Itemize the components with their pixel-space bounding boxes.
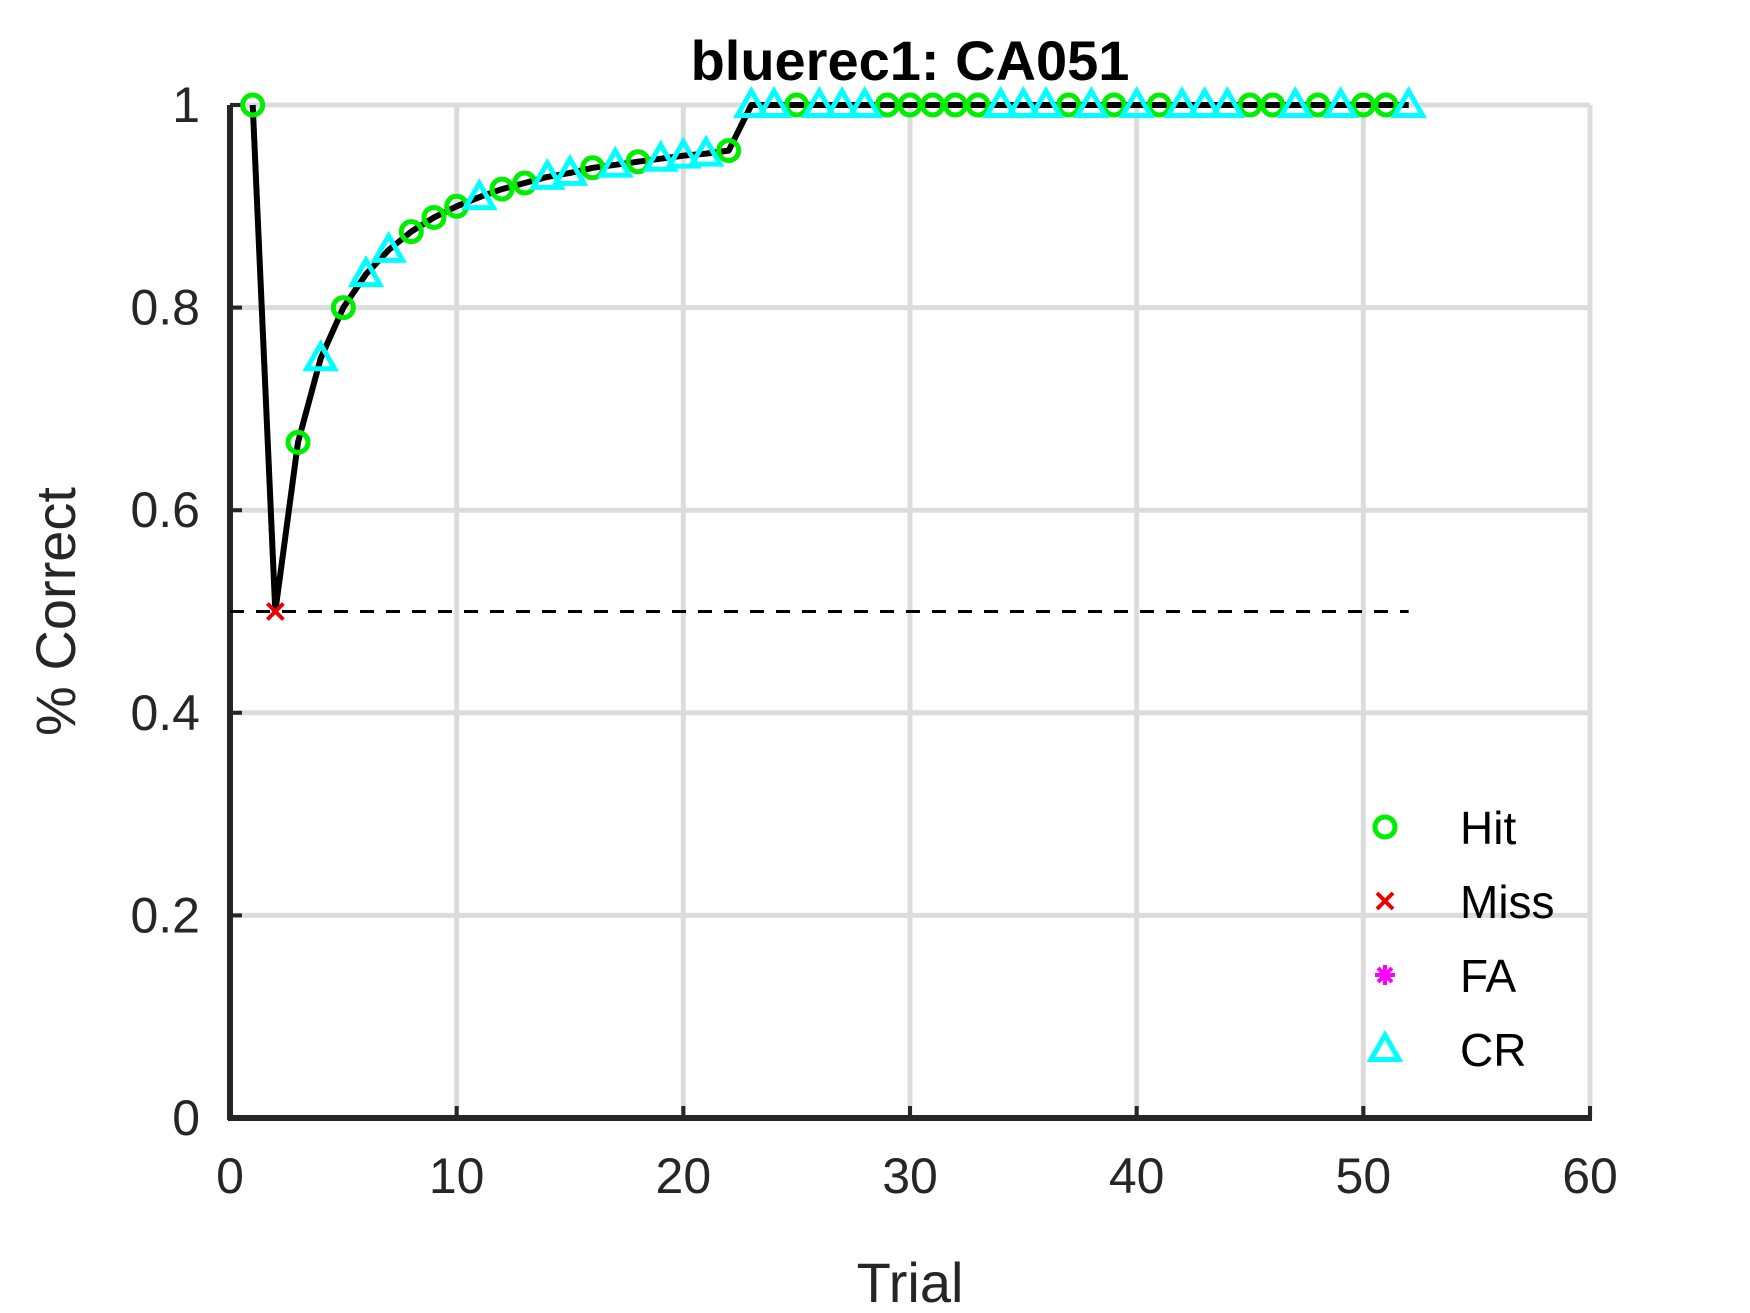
- cr-marker: [551, 153, 589, 186]
- hit-marker: [920, 92, 946, 118]
- x-tick-label: 50: [1336, 1148, 1392, 1204]
- x-tick-label: 20: [656, 1148, 712, 1204]
- tick-labels: 0 10 20 30 40 50 60 0 0.2 0.4 0.6 0.8 1: [130, 77, 1617, 1204]
- hit-marker: [1146, 92, 1172, 118]
- cr-marker: [1118, 85, 1155, 118]
- chart-title: bluerec1: CA051: [691, 29, 1130, 92]
- cr-marker: [1005, 85, 1042, 118]
- hit-marker: [285, 429, 311, 455]
- hit-marker: [580, 155, 606, 181]
- hit-marker: [240, 92, 266, 118]
- y-tick-label: 0.6: [130, 482, 200, 538]
- hit-marker: [1305, 92, 1331, 118]
- cr-marker: [687, 134, 725, 167]
- trial-markers: [240, 85, 1427, 621]
- performance-curve: [249, 102, 1409, 615]
- legend-fa-marker: [1375, 965, 1395, 985]
- cr-marker: [370, 230, 407, 263]
- hit-marker: [398, 219, 424, 245]
- x-tick-label: 40: [1109, 1148, 1165, 1204]
- legend-label: Hit: [1460, 802, 1516, 854]
- x-tick-label: 10: [429, 1148, 485, 1204]
- hit-marker: [1260, 92, 1286, 118]
- hit-marker: [784, 92, 810, 118]
- cr-marker: [1390, 85, 1427, 118]
- hit-marker: [625, 149, 651, 175]
- cr-marker: [529, 157, 566, 190]
- cr-marker: [846, 85, 883, 118]
- hit-marker: [1237, 92, 1263, 118]
- x-tick-label: 60: [1562, 1148, 1618, 1204]
- performance-line: [249, 102, 1409, 615]
- legend-label: Miss: [1460, 876, 1555, 928]
- legend-hit-marker: [1372, 814, 1398, 840]
- cr-marker: [1163, 85, 1201, 118]
- y-tick-label: 0.2: [130, 887, 200, 943]
- cr-marker: [461, 178, 498, 211]
- hit-marker: [421, 204, 447, 230]
- y-tick-label: 0: [172, 1090, 200, 1146]
- hit-marker: [1101, 92, 1127, 118]
- legend-cr-marker: [1366, 1029, 1404, 1062]
- cr-marker: [1209, 85, 1246, 118]
- hit-marker: [897, 92, 923, 118]
- y-axis-title: % Correct: [24, 487, 87, 736]
- legend-label: CR: [1460, 1024, 1526, 1076]
- legend-label: FA: [1460, 950, 1517, 1002]
- hit-marker: [1056, 92, 1082, 118]
- cr-marker: [1277, 85, 1314, 118]
- y-tick-label: 0.4: [130, 685, 200, 741]
- y-tick-label: 1: [172, 77, 200, 133]
- hit-marker: [874, 92, 900, 118]
- miss-marker: [265, 602, 285, 621]
- hit-marker: [716, 138, 742, 164]
- cr-marker: [733, 85, 770, 118]
- y-tick-label: 0.8: [130, 280, 200, 336]
- cr-marker: [755, 85, 793, 118]
- hit-marker: [1373, 92, 1399, 118]
- legend: Hit Miss FA CR: [1366, 802, 1555, 1076]
- cr-marker: [823, 85, 861, 118]
- hit-marker: [1350, 92, 1376, 118]
- cr-marker: [1027, 85, 1065, 118]
- cr-marker: [1322, 85, 1359, 118]
- cr-marker: [801, 85, 838, 118]
- cr-marker: [347, 255, 385, 288]
- x-axis-title: Trial: [857, 1251, 964, 1313]
- cr-marker: [597, 145, 634, 178]
- cr-marker: [1073, 85, 1110, 118]
- cr-marker: [665, 136, 702, 169]
- cr-marker: [982, 85, 1019, 118]
- x-tick-label: 30: [882, 1148, 938, 1204]
- hit-marker: [965, 92, 991, 118]
- x-tick-label: 0: [216, 1148, 244, 1204]
- legend-miss-marker: [1375, 891, 1395, 911]
- cr-marker: [642, 139, 679, 172]
- cr-marker: [1186, 85, 1223, 118]
- cr-marker: [302, 339, 339, 372]
- hit-marker: [330, 295, 356, 321]
- hit-marker: [942, 92, 968, 118]
- hit-marker: [489, 176, 515, 202]
